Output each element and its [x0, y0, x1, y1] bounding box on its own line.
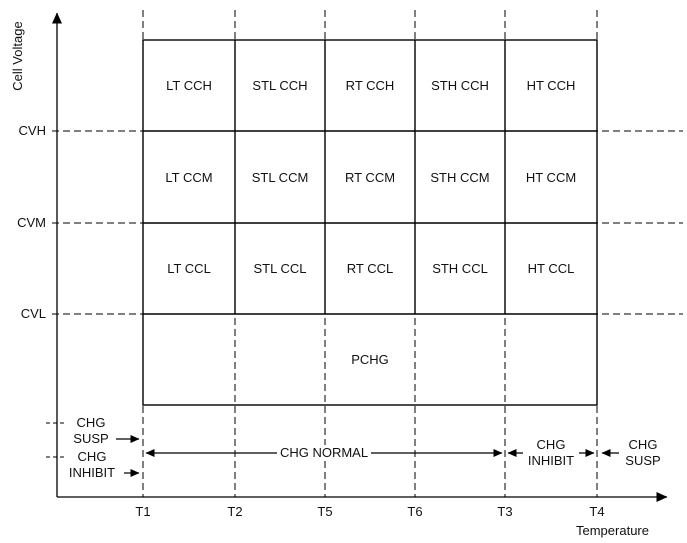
- state-cell-lt-ccm: LT CCM: [165, 169, 213, 185]
- state-cell-sth-ccl: STH CCL: [432, 261, 488, 276]
- annotation-text-line: CHG: [76, 415, 106, 430]
- x-axis-label: Temperature: [576, 523, 649, 538]
- annotation-chg-inhibit-right: CHG INHIBIT: [523, 437, 579, 469]
- state-cell-lt-ccl: LT CCL: [167, 261, 211, 276]
- state-cell-lt-cch: LT CCH: [166, 78, 212, 93]
- state-cell-rt-cch: RT CCH: [345, 78, 395, 93]
- x-tick-t4: T4: [589, 504, 605, 519]
- annotation-chg-susp-right: CHG SUSP: [622, 437, 664, 469]
- precharge-region-label: PCHG: [351, 352, 389, 367]
- annotation-text-line: INHIBIT: [527, 453, 575, 468]
- annotation-text-line: INHIBIT: [68, 465, 116, 480]
- y-tick-cvh: CVH: [18, 123, 46, 138]
- annotation-chg-inhibit-left: CHG INHIBIT: [64, 449, 120, 481]
- state-cell-stl-ccm: STL CCM: [251, 169, 309, 185]
- annotation-text-line: CHG: [77, 449, 107, 464]
- state-cell-ht-cch: HT CCH: [526, 78, 576, 93]
- state-cell-sth-cch: STH CCH: [431, 78, 489, 93]
- x-tick-t3: T3: [497, 504, 513, 519]
- y-axis-label: Cell Voltage: [10, 21, 25, 91]
- annotation-text-line: CHG: [536, 437, 566, 452]
- annotation-chg-susp-left: CHG SUSP: [66, 415, 116, 447]
- y-tick-cvm: CVM: [17, 215, 46, 230]
- annotation-text-line: SUSP: [625, 453, 661, 468]
- x-tick-t1: T1: [135, 504, 151, 519]
- state-cell-ht-ccm: HT CCM: [525, 169, 577, 185]
- x-tick-t6: T6: [407, 504, 423, 519]
- y-tick-cvl: CVL: [20, 306, 46, 321]
- state-cell-stl-cch: STL CCH: [252, 78, 308, 93]
- annotation-text-line: CHG: [628, 437, 658, 452]
- state-cell-ht-ccl: HT CCL: [527, 261, 575, 276]
- solid-grid-lines: [142, 39, 598, 406]
- x-tick-t2: T2: [227, 504, 243, 519]
- state-cell-sth-ccm: STH CCM: [430, 169, 490, 185]
- annotation-chg-normal: CHG NORMAL: [277, 445, 371, 461]
- state-cell-stl-ccl: STL CCL: [253, 261, 307, 276]
- annotation-text-line: SUSP: [73, 431, 109, 446]
- state-cell-rt-ccm: RT CCM: [344, 169, 396, 185]
- axis-lines: [52, 12, 668, 502]
- state-grid: LT CCH STL CCH RT CCH STH CCH HT CCH LT …: [143, 40, 597, 314]
- state-cell-rt-ccl: RT CCL: [346, 261, 394, 276]
- x-tick-t5: T5: [317, 504, 333, 519]
